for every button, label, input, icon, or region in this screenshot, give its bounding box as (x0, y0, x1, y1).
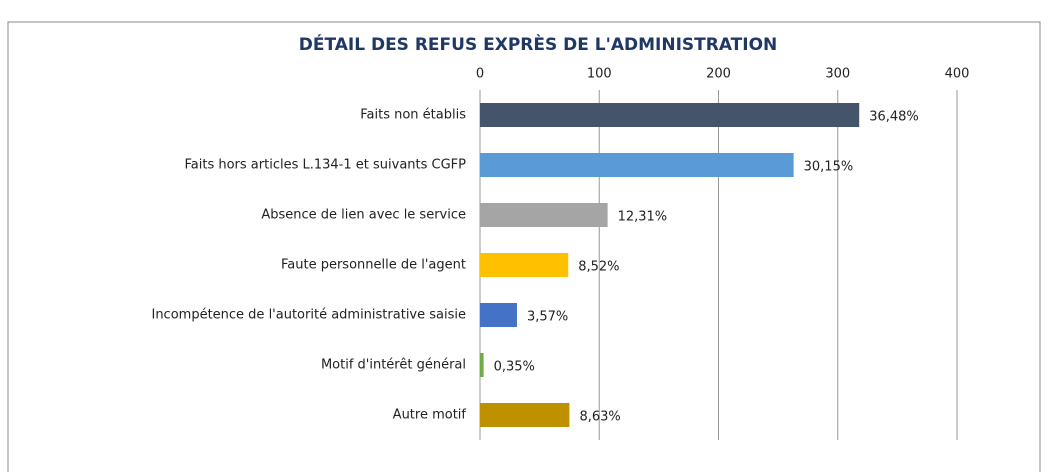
x-tick-label: 400 (945, 67, 970, 82)
y-tick-label: Faits non établis (360, 108, 466, 123)
bar (480, 203, 608, 227)
bar (480, 403, 570, 427)
bar (480, 103, 860, 127)
data-label: 30,15% (804, 160, 854, 175)
x-tick-label: 300 (825, 67, 850, 82)
x-tick-label: 200 (706, 67, 731, 82)
data-label: 12,31% (618, 210, 668, 225)
chart-title: DÉTAIL DES REFUS EXPRÈS DE L'ADMINISTRAT… (299, 33, 778, 55)
data-label: 8,52% (578, 260, 619, 275)
bar (480, 253, 569, 277)
data-label: 0,35% (494, 360, 535, 375)
bar (480, 303, 517, 327)
chart-frame (7, 21, 1041, 472)
bar (480, 153, 794, 177)
data-label: 8,63% (579, 410, 620, 425)
x-tick-label: 100 (587, 67, 612, 82)
y-tick-label: Absence de lien avec le service (261, 208, 466, 223)
x-tick-label: 0 (476, 67, 484, 82)
data-label: 3,57% (527, 310, 568, 325)
bar (480, 353, 484, 377)
y-tick-label: Incompétence de l'autorité administrativ… (151, 308, 466, 323)
y-tick-label: Autre motif (393, 408, 467, 423)
y-tick-label: Faits hors articles L.134-1 et suivants … (185, 158, 467, 173)
y-tick-label: Faute personnelle de l'agent (281, 258, 466, 273)
data-label: 36,48% (869, 110, 919, 125)
y-tick-label: Motif d'intérêt général (321, 358, 466, 373)
